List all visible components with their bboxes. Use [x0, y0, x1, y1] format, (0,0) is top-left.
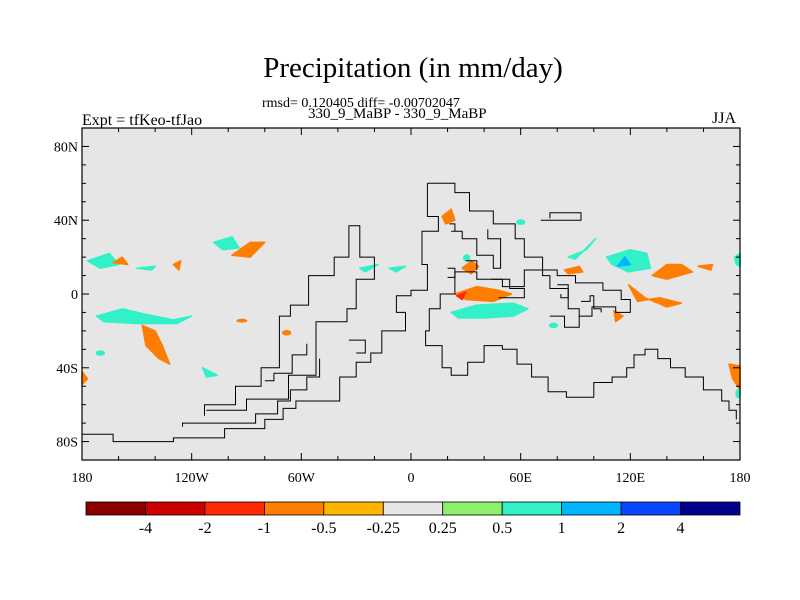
anomaly-region [201, 367, 219, 378]
anomaly-region [613, 309, 624, 323]
boundary-line [425, 182, 737, 420]
colorbar-label: 4 [677, 520, 685, 537]
colorbar-label: 2 [617, 520, 625, 537]
anomaly-region [616, 256, 632, 268]
colorbar-label: -1 [258, 520, 271, 537]
x-tick-label: 0 [408, 471, 415, 486]
boundary-line [204, 225, 375, 416]
colorbar-swatch [145, 501, 206, 516]
anomaly-region [563, 265, 584, 275]
anomaly-region [282, 329, 292, 336]
colorbar-label: 1 [558, 520, 566, 537]
anomaly-region [359, 263, 379, 273]
colorbar-label: 0.5 [492, 520, 512, 537]
anomaly-region [172, 260, 182, 271]
chart-subtitle: 330_9_MaBP - 330_9_MaBP [308, 106, 487, 122]
anomaly-region [231, 241, 266, 258]
axes: 180 120W 60W 0 60E 120E 180 80N 40N 0 40S 80S [54, 128, 751, 486]
anomaly-region [651, 263, 694, 280]
x-tick-label: 120W [175, 471, 210, 486]
colorbar-swatch [680, 501, 741, 516]
anomaly-region [454, 285, 513, 303]
boundary-line [447, 267, 456, 278]
boundary-line [451, 229, 502, 269]
boundary-line [82, 183, 439, 443]
anomaly-region [95, 350, 106, 356]
anomaly-regions [81, 208, 741, 399]
anomaly-region [441, 208, 456, 225]
anomaly-region [697, 263, 714, 271]
anomaly-region [516, 219, 526, 225]
anomaly-region [388, 265, 407, 273]
coastline-boundaries [82, 182, 737, 443]
boundary-line [182, 358, 321, 427]
anomaly-region [450, 302, 529, 319]
anomaly-region [463, 254, 471, 262]
boundary-line [557, 284, 569, 299]
y-tick-label: 40N [54, 214, 78, 229]
x-tick-label: 60W [288, 471, 316, 486]
anomaly-region [567, 237, 597, 260]
colorbar-label: -2 [198, 520, 211, 537]
colorbar-label: -0.5 [311, 520, 336, 537]
anomaly-region [455, 291, 467, 301]
x-tick-label: 180 [730, 471, 751, 486]
season-label: JJA [712, 110, 737, 127]
anomaly-region [112, 256, 129, 266]
anomaly-region [95, 308, 193, 325]
boundary-line [465, 260, 478, 270]
colorbar-swatch [501, 501, 563, 516]
boundary-line [581, 295, 602, 313]
colorbar-swatch [561, 501, 622, 516]
colorbar-swatch [442, 501, 503, 516]
anomaly-region [86, 252, 120, 269]
colorbar-swatch [263, 501, 325, 516]
y-tick-label: 0 [71, 288, 78, 303]
boundary-line [264, 343, 308, 382]
boundary-line [206, 321, 340, 411]
colorbar-swatch [85, 501, 146, 516]
y-tick-label: 80S [56, 436, 78, 451]
y-tick-label: 80N [54, 140, 78, 155]
boundary-line [491, 278, 525, 299]
anomaly-region [141, 324, 171, 365]
anomaly-region [627, 284, 683, 308]
stats-text: rmsd= 0.120405 diff= -0.00702047 [262, 96, 460, 111]
colorbar-swatch [382, 501, 444, 516]
x-tick-label: 180 [72, 471, 93, 486]
anomaly-region [548, 322, 559, 329]
boundary-line [549, 315, 580, 328]
y-tick-label: 40S [56, 362, 78, 377]
colorbar-label: -4 [139, 520, 152, 537]
boundary-line [348, 339, 366, 354]
anomaly-region [136, 265, 156, 271]
colorbar-label: 0.25 [429, 520, 457, 537]
anomaly-region [236, 318, 248, 323]
experiment-label: Expt = tfKeo-tfJao [82, 112, 203, 129]
colorbar-label: -0.25 [367, 520, 400, 537]
chart-title: Precipitation (in mm/day) [263, 52, 563, 84]
colorbar-swatch [204, 501, 265, 516]
colorbar-swatch [620, 501, 681, 516]
anomaly-region [212, 236, 240, 251]
colorbar-swatch [323, 501, 384, 516]
boundary-line [449, 223, 456, 232]
x-tick-label: 120E [616, 471, 646, 486]
boundary-line [540, 212, 582, 221]
colorbar: -4 -2 -1 -0.5 -0.25 0.25 0.5 1 2 4 [85, 501, 741, 537]
x-tick-label: 60E [509, 471, 532, 486]
